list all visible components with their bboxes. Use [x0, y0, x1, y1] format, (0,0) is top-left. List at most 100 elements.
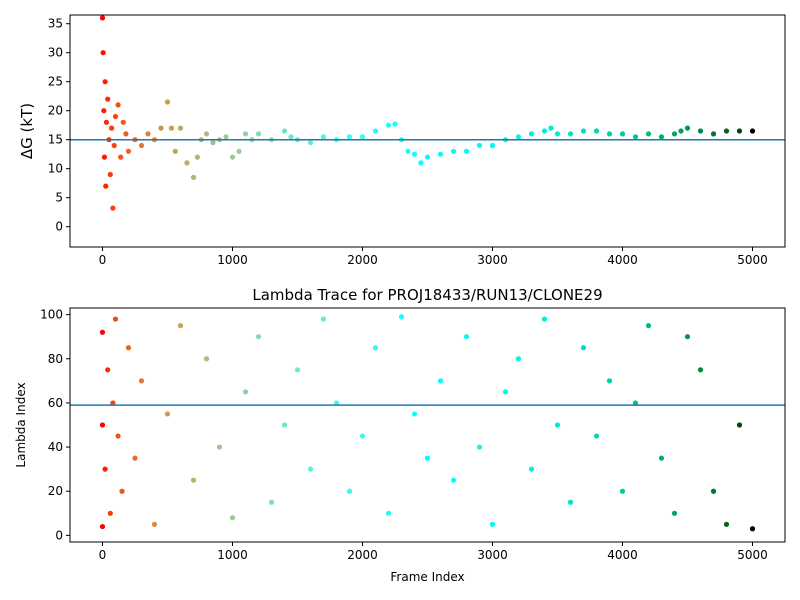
data-point — [164, 99, 171, 105]
data-point — [411, 151, 418, 157]
data-point — [450, 148, 457, 154]
y-tick-label: 35 — [48, 17, 63, 31]
data-point — [236, 148, 242, 154]
data-point — [190, 174, 197, 180]
data-point — [102, 79, 108, 85]
x-tick-label: 0 — [99, 548, 107, 562]
x-tick-label: 4000 — [607, 548, 638, 562]
data-point — [489, 142, 496, 149]
data-point — [307, 140, 314, 146]
y-tick-label: 60 — [48, 396, 63, 410]
data-point — [115, 433, 121, 439]
data-point — [320, 134, 327, 140]
data-point — [606, 378, 613, 384]
data-point — [723, 521, 730, 527]
y-tick-label: 15 — [48, 133, 63, 147]
data-point — [593, 433, 600, 439]
data-point — [194, 154, 200, 160]
data-point — [100, 50, 106, 56]
data-point — [110, 205, 116, 211]
data-point — [255, 131, 262, 137]
data-point — [123, 131, 129, 137]
data-point — [203, 131, 210, 137]
data-point — [101, 108, 107, 114]
data-point — [619, 488, 626, 494]
data-point — [749, 526, 756, 532]
data-point — [658, 455, 665, 461]
lambda-trace-plot: 0 1000 2000 3000 4000 5000 0 20 40 60 80 100 Lambd… — [14, 286, 786, 584]
y-tick-label: 30 — [48, 46, 63, 60]
data-point — [645, 323, 652, 329]
data-point — [333, 400, 340, 406]
data-point — [411, 411, 418, 417]
data-point — [632, 400, 639, 406]
data-point — [697, 367, 704, 373]
data-point — [359, 134, 366, 140]
x-tick-label: 1000 — [217, 548, 248, 562]
data-point — [177, 323, 184, 329]
x-tick-label: 3000 — [477, 548, 508, 562]
y-tick-label: 40 — [48, 440, 63, 454]
data-point — [385, 122, 392, 128]
data-point — [216, 444, 223, 450]
data-point — [424, 154, 431, 160]
delta-g-y-ticks: 0 5 10 15 20 25 30 35 — [48, 17, 70, 234]
lambda-axes-frame — [69, 307, 786, 543]
y-tick-label: 0 — [55, 220, 63, 234]
data-point — [528, 131, 535, 137]
data-point — [606, 131, 613, 137]
data-point — [164, 411, 171, 417]
data-point — [593, 128, 600, 134]
data-point — [255, 334, 262, 340]
data-point — [678, 128, 684, 134]
data-point — [158, 125, 164, 131]
data-point — [567, 131, 574, 137]
y-tick-label: 10 — [48, 162, 63, 176]
data-point — [288, 134, 294, 140]
x-tick-label: 5000 — [737, 548, 768, 562]
data-point — [242, 131, 249, 137]
y-tick-label: 0 — [55, 528, 63, 542]
data-point — [684, 334, 691, 340]
data-point — [112, 113, 119, 120]
data-point — [210, 140, 216, 146]
data-point — [710, 131, 717, 137]
data-point — [138, 142, 145, 149]
data-point — [398, 314, 405, 320]
data-point — [619, 131, 626, 137]
data-point — [515, 356, 522, 362]
data-point — [418, 160, 424, 166]
lambda-y-axis-label: Lambda Index — [14, 382, 28, 467]
data-point — [567, 499, 574, 505]
x-tick-label: 5000 — [737, 253, 768, 267]
data-point — [172, 148, 178, 154]
data-point — [111, 142, 117, 149]
data-point — [580, 345, 587, 351]
x-tick-label: 4000 — [607, 253, 638, 267]
data-point — [99, 15, 106, 21]
data-point — [632, 134, 639, 140]
data-point — [105, 367, 111, 373]
data-point — [103, 119, 109, 125]
data-point — [697, 128, 704, 134]
data-point — [359, 433, 366, 439]
data-point — [101, 154, 108, 160]
data-point — [645, 131, 652, 137]
data-point — [229, 154, 236, 160]
x-tick-label: 3000 — [477, 253, 508, 267]
data-point — [168, 125, 174, 131]
data-point — [107, 171, 113, 178]
data-point — [99, 329, 106, 335]
data-point — [502, 389, 509, 395]
data-point — [190, 477, 197, 483]
data-point — [320, 316, 327, 322]
delta-g-axes-frame — [69, 14, 786, 248]
data-point — [102, 466, 108, 472]
y-tick-label: 20 — [48, 104, 63, 118]
data-point — [684, 125, 691, 131]
data-point — [548, 125, 554, 131]
y-tick-label: 25 — [48, 75, 63, 89]
data-point — [554, 422, 561, 428]
delta-g-plot: 0 1000 2000 3000 4000 5000 0 5 10 15 20 25 30 35 ΔG … — [18, 14, 786, 267]
data-point — [736, 422, 743, 428]
